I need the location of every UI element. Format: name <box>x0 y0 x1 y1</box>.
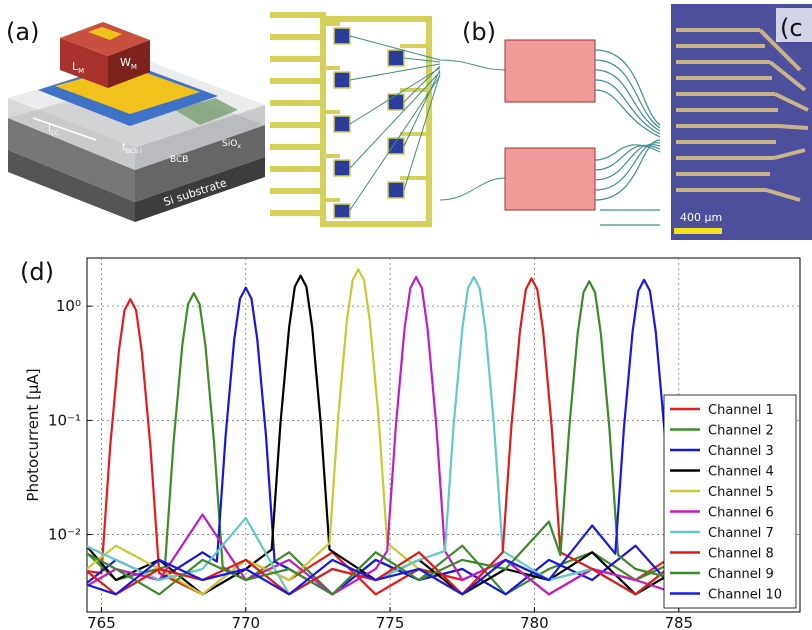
scale-label: 400 μm <box>680 211 722 224</box>
legend-label: Channel 8 <box>708 547 774 562</box>
length-arrow <box>32 117 97 141</box>
awg <box>504 147 596 211</box>
series-line <box>87 275 795 596</box>
mesa-top <box>60 22 150 56</box>
taper <box>175 98 238 125</box>
x-tick-label: 765 <box>87 614 116 630</box>
device-illustration <box>8 22 265 222</box>
legend-label: Channel 5 <box>708 485 774 500</box>
dim-label: LM <box>72 60 84 75</box>
micrograph-traces <box>676 28 809 202</box>
x-tick-label: 770 <box>231 614 260 630</box>
dim-label: WM <box>120 56 137 71</box>
panel-label: (d) <box>20 258 54 286</box>
dim-label: tBCB I <box>122 142 142 155</box>
panel-label: (a) <box>6 18 39 46</box>
legend-label: Channel 9 <box>708 567 774 582</box>
waveguides <box>349 35 506 211</box>
x-tick-label: 785 <box>664 614 693 630</box>
legend-label: Channel 4 <box>708 465 774 480</box>
layer-label: SiOx <box>222 139 241 150</box>
panel-label: (b) <box>462 18 496 46</box>
dim-label: lCC <box>48 124 59 137</box>
oxide-face <box>135 125 265 202</box>
y-tick-label: 10⁰ <box>56 297 81 315</box>
y-tick-label: 10⁻² <box>48 526 81 544</box>
layer-label: BCB <box>170 155 188 165</box>
series-line <box>87 280 795 596</box>
series-line <box>87 286 795 596</box>
scale-bar <box>674 228 722 234</box>
legend-label: Channel 2 <box>708 424 774 439</box>
legend-label: Channel 1 <box>708 403 774 418</box>
legend: Channel 1 Channel 2 Channel 3 Channel 4 Chan… <box>663 394 797 609</box>
bcb-face <box>8 98 135 170</box>
x-tick-label: 780 <box>520 614 549 630</box>
oxide-face <box>8 118 135 202</box>
legend-label: Channel 3 <box>708 444 774 459</box>
legend-label: Channel 7 <box>708 526 774 541</box>
mesa-face <box>60 38 108 88</box>
photodiodes <box>333 27 405 219</box>
x-tick-label: 775 <box>376 614 405 630</box>
legend-label: Channel 6 <box>708 506 774 521</box>
y-tick-label: 10⁻¹ <box>48 411 81 429</box>
y-axis-label: Photocurrent [μA] <box>24 368 42 501</box>
micrograph <box>671 4 812 240</box>
legend-label: Channel 10 <box>708 588 782 603</box>
awg <box>504 39 596 103</box>
label-bg <box>776 8 812 42</box>
bcb-face <box>135 105 265 170</box>
circuit-layout <box>270 12 432 227</box>
substrate-face <box>135 157 265 222</box>
waveguides <box>594 49 661 226</box>
mesa-contact <box>88 27 122 40</box>
series-line <box>87 277 795 596</box>
substrate-face <box>8 150 135 222</box>
panel-label: (c <box>780 14 803 42</box>
